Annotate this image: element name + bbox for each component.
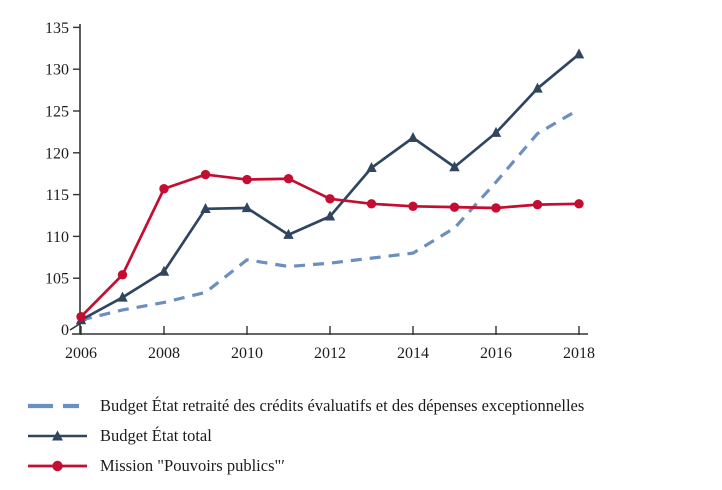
data-point-budget-etat-total	[324, 210, 336, 221]
data-point-budget-etat-total	[117, 291, 128, 302]
x-tick-label: 2016	[480, 345, 512, 362]
data-point-mission-pouvoirs-publics	[449, 202, 460, 212]
data-point-mission-pouvoirs-publics	[200, 169, 211, 180]
line-chart-plot: 135 130 125 120 115 110 105 0 2006 2008 2010 2012 20…	[45, 20, 595, 362]
data-point-budget-etat-total	[449, 161, 460, 172]
data-point-budget-etat-total	[158, 265, 170, 276]
legend-item-budget-etat-retraite: Budget État retraité des crédits évaluat…	[27, 396, 722, 416]
data-point-mission-pouvoirs-publics	[325, 194, 335, 204]
y-tick-label: 125	[45, 104, 69, 121]
legend-label-mission-pouvoirs-publics: Mission "Pouvoirs publics"′	[100, 455, 285, 475]
data-point-budget-etat-total	[200, 203, 211, 214]
data-point-mission-pouvoirs-publics	[76, 311, 86, 322]
x-tick-label: 2012	[314, 345, 346, 362]
data-point-budget-etat-total	[532, 82, 543, 93]
data-point-budget-etat-total	[407, 131, 419, 142]
chart-legend: Budget État retraité des crédits évaluat…	[27, 396, 722, 476]
data-point-mission-pouvoirs-publics	[366, 199, 377, 209]
data-point-mission-pouvoirs-publics	[159, 184, 169, 194]
x-tick-label: 2014	[397, 345, 429, 362]
data-point-budget-etat-total	[241, 202, 253, 213]
y-tick-label: 130	[45, 62, 69, 79]
series-line-budget-etat-retraite	[80, 107, 580, 322]
data-point-budget-etat-total	[283, 228, 294, 239]
legend-item-budget-etat-total: Budget État total	[27, 425, 722, 446]
data-point-mission-pouvoirs-publics	[532, 199, 543, 210]
data-point-mission-pouvoirs-publics	[117, 270, 128, 280]
y-zero-label: 0	[61, 322, 69, 339]
data-point-mission-pouvoirs-publics	[408, 201, 418, 212]
circle-line-key-icon	[28, 461, 87, 472]
triangle-marker-icon	[52, 430, 63, 441]
dashed-line-key-icon	[28, 404, 91, 409]
x-tick-label: 2006	[65, 345, 97, 362]
data-point-mission-pouvoirs-publics	[491, 203, 501, 213]
data-point-mission-pouvoirs-publics	[574, 199, 584, 209]
y-tick-label: 135	[45, 20, 69, 37]
series-line-budget-etat-total	[80, 53, 580, 322]
y-tick-label: 105	[45, 271, 69, 288]
legend-label-budget-etat-retraite: Budget État retraité des crédits évaluat…	[100, 396, 585, 415]
x-tick-label: 2010	[231, 345, 263, 362]
y-tick-label: 120	[45, 145, 69, 162]
legend-item-mission-pouvoirs-publics: Mission "Pouvoirs publics"′	[27, 455, 722, 476]
y-tick-label: 115	[46, 187, 69, 204]
data-point-budget-etat-total	[490, 126, 502, 137]
y-tick-label: 110	[46, 229, 69, 246]
data-point-mission-pouvoirs-publics	[283, 174, 294, 184]
data-point-budget-etat-total	[573, 48, 585, 59]
x-tick-label: 2008	[148, 345, 180, 362]
data-point-budget-etat-total	[366, 162, 377, 173]
data-point-mission-pouvoirs-publics	[242, 174, 252, 185]
x-tick-label: 2018	[563, 345, 595, 362]
legend-label-budget-etat-total: Budget État total	[100, 425, 212, 445]
circle-marker-icon	[52, 461, 63, 472]
triangle-line-key-icon	[28, 430, 87, 441]
